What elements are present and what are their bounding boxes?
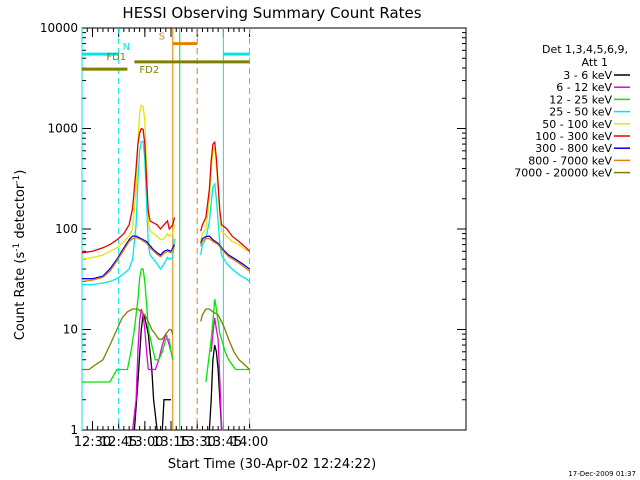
series-line: [133, 312, 171, 431]
timestamp: 17-Dec-2009 01:37: [568, 470, 636, 478]
legend-label: 50 - 100 keV: [542, 118, 612, 131]
y-axis-label-sup1: -1: [12, 243, 22, 252]
series-line: [82, 268, 174, 383]
series-line: [200, 238, 250, 272]
x-tick-label: 12:30: [74, 435, 111, 450]
series-line: [82, 308, 174, 371]
y-axis-label-main: Count Rate (s: [13, 252, 28, 341]
series-line: [200, 182, 251, 283]
legend-header-line2: Att 1: [582, 56, 608, 69]
x-tick-label: 13:45: [205, 435, 242, 450]
y-tick-label: 10: [63, 323, 78, 337]
x-axis-label: Start Time (30-Apr-02 12:24:22): [168, 457, 376, 472]
y-tick-label: 1000: [47, 122, 78, 136]
legend-label: 800 - 7000 keV: [528, 154, 612, 167]
legend-label: 25 - 50 keV: [549, 106, 612, 119]
y-tick-label: 1: [70, 423, 78, 437]
plot-frame: [81, 27, 467, 431]
legend-label: 3 - 6 keV: [563, 69, 612, 82]
flag-label: S: [159, 32, 165, 43]
series-line: [82, 235, 176, 280]
x-tick-label: 12:45: [100, 435, 137, 450]
series-line: [82, 140, 176, 286]
legend-label: 12 - 25 keV: [549, 93, 612, 106]
flag-label: N: [123, 42, 130, 53]
legend-label: 6 - 12 keV: [556, 81, 612, 94]
series-line: [200, 308, 251, 370]
chart-title: HESSI Observing Summary Count Rates: [122, 4, 421, 22]
plot-area: 1 10 100 1000 10000 12:3012:4513:0013:1513:30…: [40, 21, 467, 450]
series-line: [208, 344, 223, 431]
legend-label: 7000 - 20000 keV: [514, 167, 612, 180]
flag-label: FD2: [139, 65, 159, 76]
legend-header-line1: Det 1,3,4,5,6,9,: [542, 43, 628, 56]
x-tick-label: 13:00: [126, 435, 163, 450]
x-tick-label: 13:30: [178, 435, 215, 450]
legend-label: 100 - 300 keV: [535, 130, 612, 143]
series-line: [205, 299, 250, 383]
series-line: [81, 127, 176, 254]
flag-label: FD1: [106, 52, 126, 63]
series-line: [210, 317, 224, 431]
x-tick-label: 14:00: [231, 435, 268, 450]
y-axis-label-end: ): [13, 170, 28, 175]
y-axis-label-mid: detector: [13, 183, 28, 243]
series-line: [200, 140, 251, 252]
legend-label: 300 - 800 keV: [535, 142, 612, 155]
x-tick-label: 13:15: [152, 435, 189, 450]
series-line: [81, 104, 176, 260]
series-line: [81, 237, 176, 283]
y-tick-label: 10000: [40, 21, 78, 35]
y-axis-label-sup2: -1: [12, 175, 22, 184]
y-axis-label: Count Rate (s-1 detector-1): [12, 170, 28, 341]
series-line: [131, 308, 172, 431]
y-tick-label: 100: [55, 222, 78, 236]
series-line: [200, 235, 250, 270]
